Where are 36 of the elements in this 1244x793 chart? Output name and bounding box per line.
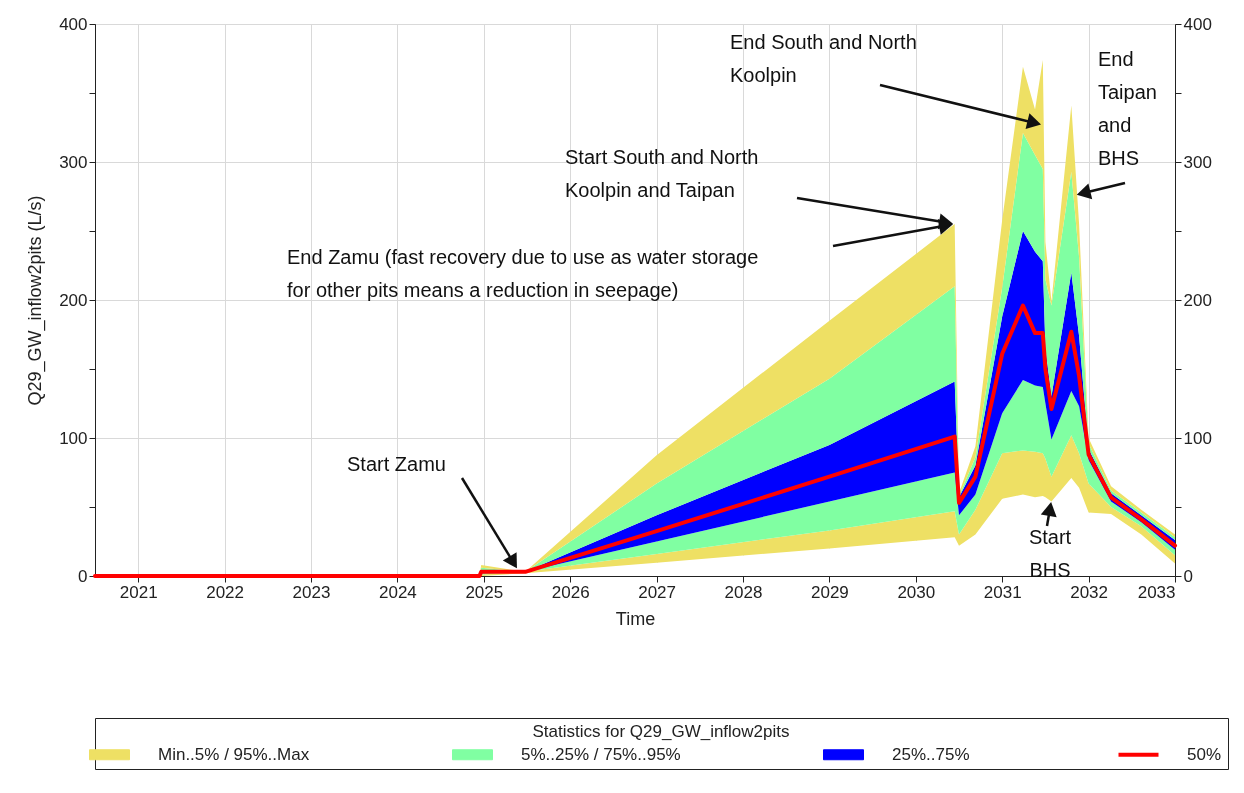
annotation: End South and North Koolpin <box>730 31 917 86</box>
x-tick-label: 2026 <box>551 582 590 602</box>
annotation: End Taipan and BHS <box>1098 48 1157 169</box>
y2-tick-label: 400 <box>1183 14 1212 34</box>
y-tick-label: 0 <box>78 566 88 586</box>
y-tick-label: 400 <box>59 14 88 34</box>
legend-label: 5%..25% / 75%..95% <box>521 744 681 764</box>
x-tick-label: 2029 <box>810 582 849 602</box>
x-tick-label: 2027 <box>638 582 677 602</box>
legend-title: Statistics for Q29_GW_inflow2pits <box>532 722 790 741</box>
x-tick-label: 2022 <box>206 582 245 602</box>
x-tick-label: 2033 <box>1137 582 1176 602</box>
y2-tick-label: 0 <box>1183 566 1193 586</box>
legend-label: 50% <box>1187 744 1222 764</box>
x-tick-label: 2025 <box>465 582 504 602</box>
y-axis-title: Q29_GW_inflow2pits (L/s) <box>25 195 47 406</box>
annotation: Start Zamu <box>347 453 446 475</box>
legend-label: 25%..75% <box>892 744 970 764</box>
annotation: End Zamu (fast recovery due to use as water storage for other pits means a reduction in seepage) <box>287 246 759 301</box>
y-tick-label: 100 <box>59 428 88 448</box>
x-tick-label: 2024 <box>378 582 417 602</box>
annotation: Start BHS <box>1028 526 1072 581</box>
y2-tick-label: 100 <box>1183 428 1212 448</box>
y2-tick-label: 300 <box>1183 152 1212 172</box>
x-tick-label: 2031 <box>983 582 1022 602</box>
y2-tick-label: 200 <box>1183 290 1212 310</box>
annotation: Start South and North Koolpin and Taipan <box>565 146 759 201</box>
x-tick-label: 2021 <box>119 582 158 602</box>
x-tick-label: 2028 <box>724 582 763 602</box>
x-axis-title: Time <box>615 608 656 629</box>
x-tick-label: 2023 <box>292 582 331 602</box>
legend-label: Min..5% / 95%..Max <box>158 744 310 764</box>
x-tick-label: 2032 <box>1070 582 1109 602</box>
y-tick-label: 200 <box>59 290 88 310</box>
x-tick-label: 2030 <box>897 582 936 602</box>
y-tick-label: 300 <box>59 152 88 172</box>
